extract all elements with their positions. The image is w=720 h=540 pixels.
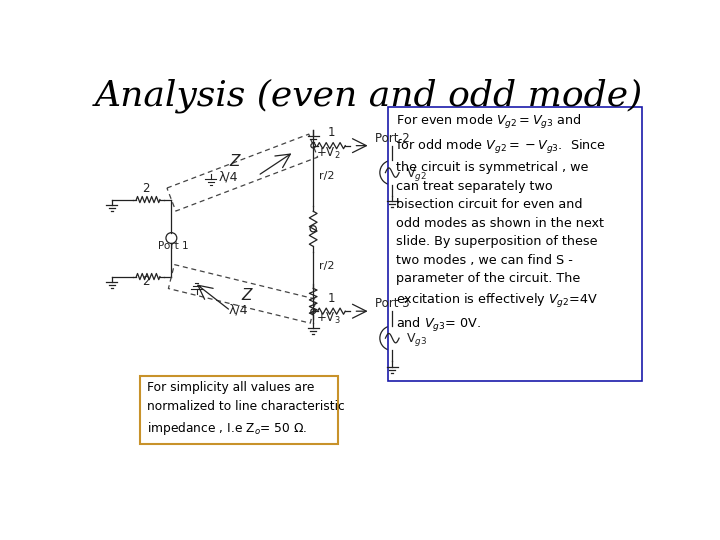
Bar <box>388 107 642 381</box>
Text: 1: 1 <box>328 126 336 139</box>
Text: r/2: r/2 <box>320 261 335 271</box>
Text: Analysis (even and odd mode): Analysis (even and odd mode) <box>95 79 643 113</box>
Text: 2: 2 <box>142 182 150 195</box>
Text: Z: Z <box>229 154 240 170</box>
Text: Port 3: Port 3 <box>375 298 410 310</box>
Text: λ/4: λ/4 <box>219 170 238 183</box>
Text: For even mode $V_{g2} = V_{g3}$ and
for odd mode $V_{g2} = -V_{g3}$.  Since
the : For even mode $V_{g2} = V_{g3}$ and for … <box>396 113 606 334</box>
Text: V$_{g3}$: V$_{g3}$ <box>406 331 427 348</box>
Text: Port 1: Port 1 <box>158 241 188 251</box>
Text: +V$_3$: +V$_3$ <box>316 311 341 326</box>
Text: Z: Z <box>241 288 251 303</box>
Text: V$_{g2}$: V$_{g2}$ <box>406 166 427 183</box>
Text: r/2: r/2 <box>320 171 335 181</box>
Text: For simplicity all values are
normalized to line characteristic
impedance , I.e : For simplicity all values are normalized… <box>147 381 344 437</box>
Bar <box>140 376 338 444</box>
Text: 2: 2 <box>142 275 150 288</box>
Text: 1: 1 <box>328 292 336 305</box>
Text: Port 2: Port 2 <box>375 132 410 145</box>
Text: λ/4: λ/4 <box>229 304 248 317</box>
Text: +V$_2$: +V$_2$ <box>316 145 341 160</box>
